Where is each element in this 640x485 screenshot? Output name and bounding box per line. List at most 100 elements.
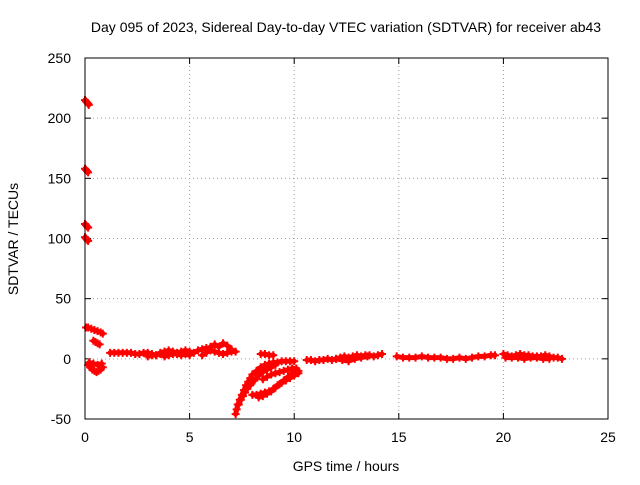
- data-point-marker: [84, 100, 93, 109]
- plot-frame: [84, 57, 609, 420]
- y-tick-label: 0: [63, 351, 71, 367]
- data-point-marker: [267, 370, 276, 379]
- data-point-marker: [223, 341, 232, 350]
- data-point-marker: [283, 365, 292, 374]
- data-point-marker: [219, 350, 228, 359]
- data-point-marker: [267, 363, 276, 372]
- data-point-marker: [323, 354, 332, 363]
- data-point-marker: [332, 354, 341, 363]
- x-axis-ticks: 0 5 10 15 20 25: [81, 58, 616, 445]
- y-axis-label: SDTVAR / TECUs: [5, 183, 21, 295]
- x-axis-label: GPS time / hours: [293, 458, 400, 474]
- data-point-marker: [258, 375, 267, 384]
- data-point-marker: [83, 235, 92, 244]
- data-point-marker: [258, 368, 267, 377]
- data-point-marker: [189, 348, 198, 357]
- data-point-marker: [311, 357, 320, 366]
- data-point-marker: [250, 376, 259, 385]
- data-point-marker: [260, 350, 269, 359]
- data-point-marker: [173, 350, 182, 359]
- data-point-marker: [373, 351, 382, 360]
- data-point-marker: [98, 329, 107, 338]
- data-point-marker: [279, 366, 288, 375]
- data-point-marker: [392, 352, 401, 361]
- data-point-marker: [152, 351, 161, 360]
- data-point-marker: [279, 376, 288, 385]
- data-point-marker: [246, 381, 255, 390]
- data-point-marker: [275, 380, 284, 389]
- x-tick-label: 10: [286, 429, 302, 445]
- data-point-marker: [292, 364, 301, 373]
- data-point-marker: [271, 360, 280, 369]
- data-point-marker: [127, 348, 136, 357]
- data-point-marker: [491, 351, 500, 360]
- data-point-marker: [271, 383, 280, 392]
- data-point-marker: [185, 351, 194, 360]
- data-point-marker: [417, 352, 426, 361]
- x-tick-label: 5: [186, 429, 194, 445]
- data-point-marker: [319, 356, 328, 365]
- y-tick-label: 150: [48, 170, 72, 186]
- data-point-marker: [156, 350, 165, 359]
- data-point-marker: [231, 347, 240, 356]
- data-point-marker: [545, 354, 554, 363]
- data-point-marker: [231, 410, 240, 419]
- data-point-marker: [344, 357, 353, 366]
- data-point-marker: [89, 359, 98, 368]
- data-point-marker: [290, 357, 299, 366]
- data-point-marker: [206, 342, 215, 351]
- y-tick-label: 250: [48, 50, 72, 66]
- data-point-marker: [160, 352, 169, 361]
- data-point-marker: [256, 363, 265, 372]
- data-point-marker: [378, 350, 387, 359]
- x-tick-label: 20: [496, 429, 512, 445]
- chart-title: Day 095 of 2023, Sidereal Day-to-day VTE…: [91, 19, 601, 35]
- data-point-marker: [411, 353, 420, 362]
- data-point-marker: [252, 366, 261, 375]
- data-point-marker: [210, 347, 219, 356]
- y-tick-label: 50: [55, 291, 71, 307]
- data-point-marker: [461, 354, 470, 363]
- data-point-marker: [306, 356, 315, 365]
- data-point-marker: [557, 354, 566, 363]
- y-tick-label: 200: [48, 110, 72, 126]
- data-point-marker: [181, 350, 190, 359]
- data-point-marker: [248, 370, 257, 379]
- data-point-marker: [520, 354, 529, 363]
- x-tick-label: 0: [81, 429, 89, 445]
- data-point-marker: [254, 393, 263, 402]
- data-point-marker: [455, 353, 464, 362]
- x-tick-label: 15: [391, 429, 407, 445]
- data-point-marker: [202, 348, 211, 357]
- data-point-marker: [83, 167, 92, 176]
- data-point-marker: [514, 353, 523, 362]
- data-point-marker: [198, 351, 207, 360]
- data-point-marker: [143, 352, 152, 361]
- data-point-marker: [83, 222, 92, 231]
- data-point-marker: [468, 353, 477, 362]
- data-point-marker: [85, 358, 94, 367]
- data-point-marker: [263, 365, 272, 374]
- data-point-marker: [553, 353, 562, 362]
- data-point-marker: [97, 359, 106, 368]
- data-point-marker: [232, 405, 241, 414]
- data-point-marker: [258, 392, 267, 401]
- data-point-marker: [436, 353, 445, 362]
- data-point-marker: [223, 348, 232, 357]
- data-point-marker: [357, 353, 366, 362]
- x-tick-label: 25: [600, 429, 616, 445]
- data-point-marker: [254, 371, 263, 380]
- data-point-marker: [214, 342, 223, 351]
- data-point-marker: [269, 351, 278, 360]
- data-point-marker: [275, 368, 284, 377]
- data-point-marker: [449, 354, 458, 363]
- data-point-marker: [164, 351, 173, 360]
- data-point-marker: [93, 360, 102, 369]
- y-tick-label: 100: [48, 231, 72, 247]
- data-point-marker: [219, 339, 228, 348]
- data-point-marker: [260, 360, 269, 369]
- data-points: [81, 96, 566, 419]
